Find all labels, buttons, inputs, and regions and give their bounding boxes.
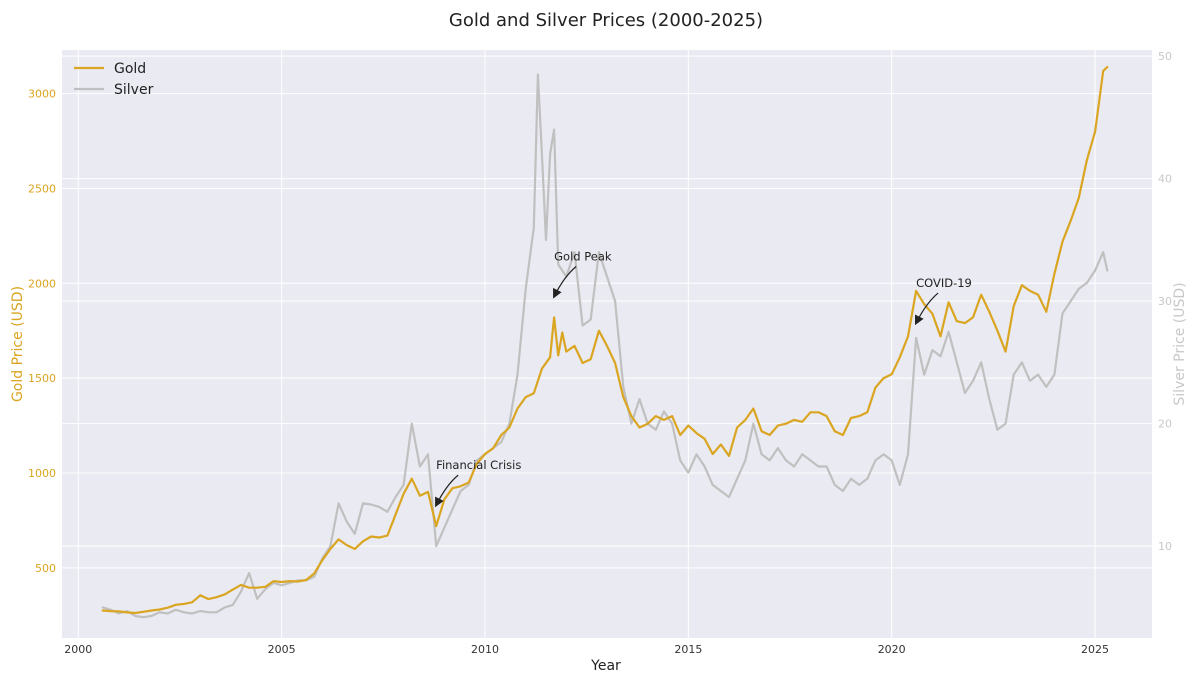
- annotation-label: Gold Peak: [554, 249, 612, 263]
- x-axis-label: Year: [590, 658, 621, 674]
- silver-line: [101, 73, 1109, 619]
- y-left-tick-label: 1500: [28, 372, 56, 385]
- y-right-axis-label: Silver Price (USD): [1172, 282, 1188, 405]
- y-right-tick-label: 50: [1158, 50, 1172, 63]
- y-left-tick-label: 500: [35, 562, 56, 575]
- x-tick-label: 2025: [1081, 643, 1109, 656]
- y-left-tick-label: 1000: [28, 467, 56, 480]
- annotation-label: Financial Crisis: [436, 458, 521, 472]
- silver-series-layer: [101, 73, 1109, 619]
- y-right-tick-label: 10: [1158, 540, 1172, 553]
- x-tick-label: 2015: [674, 643, 702, 656]
- annotation-arrow: [553, 266, 577, 299]
- x-tick-label: 2000: [64, 643, 92, 656]
- y-left-tick-label: 3000: [28, 88, 56, 101]
- y-left-tick-label: 2000: [28, 277, 56, 290]
- y-right-tick-label: 20: [1158, 418, 1172, 431]
- y-left-axis-label: Gold Price (USD): [10, 286, 26, 402]
- annotation-label: COVID-19: [916, 276, 972, 290]
- y-right-tick-label: 30: [1158, 295, 1172, 308]
- y-left-tick-label: 2500: [28, 182, 56, 195]
- y-right-tick-label: 40: [1158, 173, 1172, 186]
- annotation-arrow: [435, 474, 459, 508]
- x-tick-label: 2005: [268, 643, 296, 656]
- chart-title: Gold and Silver Prices (2000-2025): [449, 10, 763, 31]
- gold-series-layer: [101, 66, 1109, 615]
- tick-layer: 2000 2005 2010 2015 2020 20255001000150020002…: [28, 50, 1172, 656]
- annotation-arrow: [915, 292, 939, 326]
- x-tick-label: 2010: [471, 643, 499, 656]
- x-tick-label: 2020: [878, 643, 906, 656]
- legend: Gold Silver: [74, 61, 154, 98]
- grid-layer: [62, 50, 1152, 638]
- legend-silver-label: Silver: [114, 82, 154, 98]
- annotation-layer: Financial Crisis Gold Peak COVID-19: [435, 249, 972, 508]
- legend-gold-label: Gold: [114, 61, 146, 77]
- gold-line: [101, 66, 1109, 615]
